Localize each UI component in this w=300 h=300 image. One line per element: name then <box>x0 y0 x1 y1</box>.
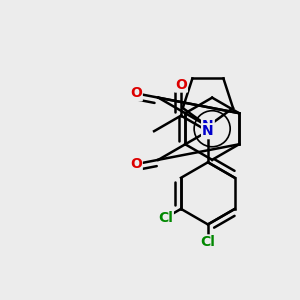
Text: Cl: Cl <box>200 236 215 249</box>
Text: Cl: Cl <box>158 211 173 225</box>
Text: N: N <box>202 124 214 138</box>
Text: N: N <box>202 119 214 133</box>
Text: O: O <box>130 86 142 100</box>
Text: O: O <box>175 78 187 92</box>
Text: O: O <box>130 157 142 171</box>
